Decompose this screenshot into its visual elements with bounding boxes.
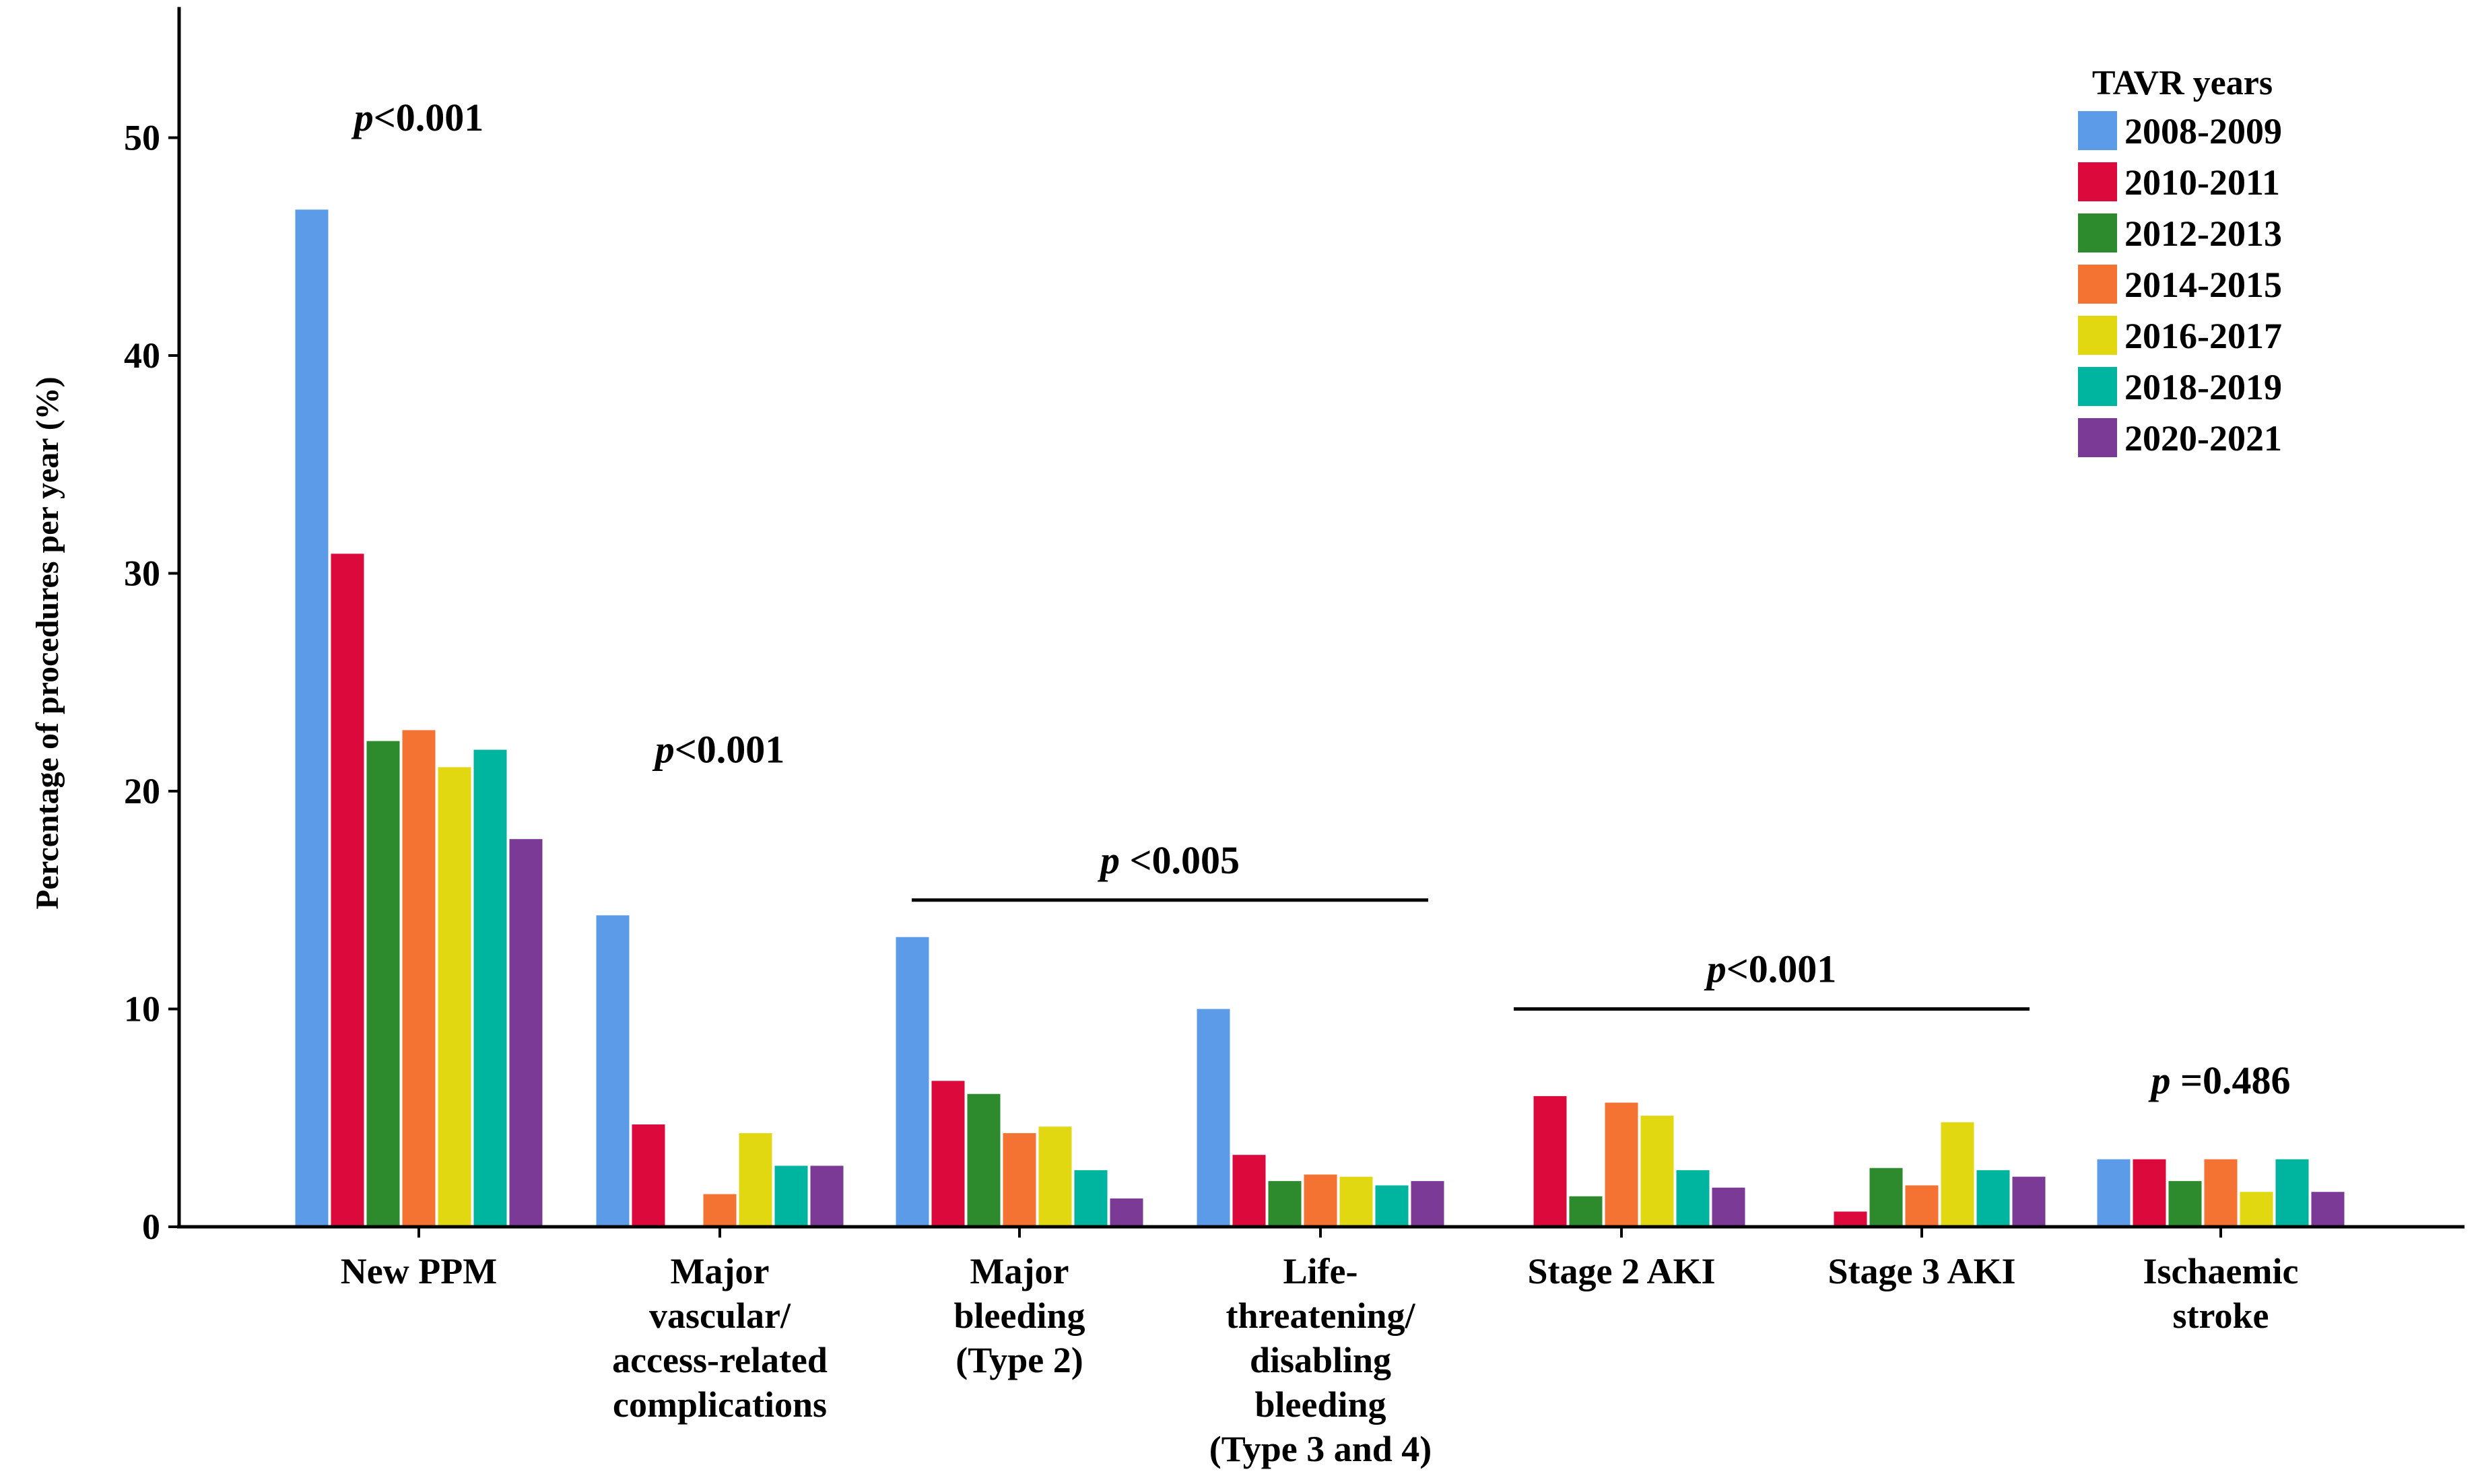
bar-2014-2015-0 xyxy=(402,730,436,1227)
legend-label: 2012-2013 xyxy=(2124,213,2282,254)
bar-2018-2019-2 xyxy=(1074,1170,1108,1227)
bars-layer xyxy=(295,209,2345,1227)
bar-2020-2021-4 xyxy=(1712,1187,1745,1227)
bar-2014-2015-5 xyxy=(1905,1185,1939,1227)
y-axis-title: Percentage of procedures per year (%) xyxy=(30,376,65,909)
legend-label: 2010-2011 xyxy=(2124,162,2280,203)
legend-swatch-2012-2013 xyxy=(2078,213,2117,252)
x-category-label: Life- xyxy=(1283,1251,1358,1291)
x-category-label: stroke xyxy=(2173,1295,2269,1336)
bar-2020-2021-2 xyxy=(1110,1198,1143,1227)
bar-2012-2013-4 xyxy=(1569,1196,1603,1227)
bar-2010-2011-5 xyxy=(1834,1211,1867,1227)
legend: TAVR years 2008-2009 2010-2011 2012-2013 201… xyxy=(2078,64,2282,459)
bar-2012-2013-3 xyxy=(1268,1181,1302,1227)
x-category-label: complications xyxy=(613,1384,827,1425)
bar-2010-2011-4 xyxy=(1533,1095,1567,1227)
x-category-label: Major xyxy=(671,1251,770,1291)
bar-2018-2019-3 xyxy=(1375,1185,1409,1227)
axes-layer xyxy=(168,7,2465,1238)
bar-2018-2019-0 xyxy=(473,749,507,1227)
legend-label: 2008-2009 xyxy=(2124,111,2282,151)
bar-2010-2011-1 xyxy=(632,1124,665,1227)
bar-2014-2015-3 xyxy=(1304,1174,1337,1227)
p-value-label: p <0.005 xyxy=(1097,838,1240,882)
bar-2016-2017-1 xyxy=(739,1133,772,1227)
legend-label: 2016-2017 xyxy=(2124,316,2282,356)
bar-2018-2019-6 xyxy=(2275,1159,2309,1227)
legend-label: 2014-2015 xyxy=(2124,265,2282,305)
y-tick-label: 20 xyxy=(124,771,160,811)
bar-2012-2013-0 xyxy=(366,741,400,1227)
bar-2016-2017-4 xyxy=(1640,1116,1674,1227)
legend-swatch-2016-2017 xyxy=(2078,316,2117,355)
x-category-label: Ischaemic xyxy=(2143,1251,2299,1291)
x-category-label: (Type 3 and 4) xyxy=(1209,1429,1432,1469)
legend-swatch-2010-2011 xyxy=(2078,162,2117,201)
x-category-label: bleeding xyxy=(1254,1384,1386,1425)
bar-2016-2017-0 xyxy=(438,767,471,1227)
y-tick-label: 50 xyxy=(124,118,160,158)
bar-2008-2009-2 xyxy=(896,937,929,1227)
p-value-label: p<0.001 xyxy=(652,727,785,771)
bar-2012-2013-5 xyxy=(1869,1168,1903,1227)
x-category-label: New PPM xyxy=(341,1251,497,1291)
bar-2014-2015-2 xyxy=(1003,1133,1036,1227)
bar-2020-2021-0 xyxy=(509,839,543,1227)
bar-2016-2017-2 xyxy=(1038,1126,1072,1227)
x-category-label: Major xyxy=(970,1251,1069,1291)
annotations-layer: p<0.001 p<0.001 p <0.005 p<0.001 p =0.486 xyxy=(351,96,2291,1102)
bar-2016-2017-3 xyxy=(1339,1176,1373,1227)
x-category-label: disabling xyxy=(1250,1340,1391,1380)
bar-2008-2009-6 xyxy=(2097,1159,2131,1227)
bar-2018-2019-5 xyxy=(1976,1170,2010,1227)
bar-2020-2021-6 xyxy=(2311,1192,2345,1227)
bar-2008-2009-0 xyxy=(295,209,329,1227)
bar-2010-2011-6 xyxy=(2133,1159,2166,1227)
legend-label: 2020-2021 xyxy=(2124,418,2282,459)
bar-2018-2019-4 xyxy=(1676,1170,1710,1227)
bar-2014-2015-1 xyxy=(703,1194,737,1227)
bar-2016-2017-6 xyxy=(2240,1192,2273,1227)
bar-2012-2013-6 xyxy=(2168,1181,2202,1227)
y-tick-label: 0 xyxy=(142,1207,160,1247)
bar-2020-2021-3 xyxy=(1411,1181,1444,1227)
p-value-label: p =0.486 xyxy=(2147,1058,2290,1102)
legend-label: 2018-2019 xyxy=(2124,367,2282,407)
legend-swatch-2018-2019 xyxy=(2078,367,2117,406)
legend-swatch-2008-2009 xyxy=(2078,111,2117,150)
y-tick-label: 10 xyxy=(124,989,160,1030)
x-category-label: Stage 2 AKI xyxy=(1527,1251,1715,1291)
bar-2020-2021-1 xyxy=(810,1166,844,1227)
p-value-label: p<0.001 xyxy=(1704,947,1837,991)
p-value-label: p<0.001 xyxy=(351,96,484,139)
x-category-label: (Type 2) xyxy=(956,1340,1083,1380)
bar-2008-2009-3 xyxy=(1197,1009,1230,1227)
bar-2016-2017-5 xyxy=(1941,1122,1974,1227)
bar-2018-2019-1 xyxy=(774,1166,808,1227)
bar-2012-2013-2 xyxy=(967,1093,1001,1227)
x-category-label: Stage 3 AKI xyxy=(1828,1251,2015,1291)
bar-2020-2021-5 xyxy=(2012,1176,2046,1227)
y-tick-label: 40 xyxy=(124,335,160,376)
legend-swatch-2020-2021 xyxy=(2078,418,2117,457)
x-category-label: vascular/ xyxy=(649,1295,791,1336)
bar-2010-2011-3 xyxy=(1232,1155,1266,1227)
bar-2010-2011-0 xyxy=(331,553,364,1227)
bar-2014-2015-4 xyxy=(1605,1102,1638,1227)
bar-2010-2011-2 xyxy=(931,1081,965,1227)
bar-2014-2015-6 xyxy=(2204,1159,2238,1227)
y-tick-label: 30 xyxy=(124,553,160,594)
bar-2008-2009-1 xyxy=(596,915,630,1227)
x-category-label: threatening/ xyxy=(1226,1295,1416,1336)
legend-swatch-2014-2015 xyxy=(2078,265,2117,304)
x-category-label: access-related xyxy=(612,1340,828,1380)
x-category-label: bleeding xyxy=(953,1295,1085,1336)
legend-title: TAVR years xyxy=(2092,64,2273,102)
